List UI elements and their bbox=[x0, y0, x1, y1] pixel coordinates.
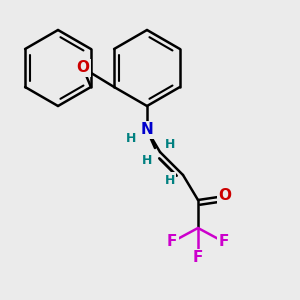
Text: H: H bbox=[165, 173, 175, 187]
Text: F: F bbox=[219, 235, 229, 250]
Text: H: H bbox=[142, 154, 152, 166]
Text: F: F bbox=[193, 250, 203, 266]
Text: N: N bbox=[141, 122, 153, 137]
Text: H: H bbox=[165, 137, 175, 151]
Text: F: F bbox=[167, 235, 177, 250]
Text: O: O bbox=[76, 61, 89, 76]
Text: H: H bbox=[126, 131, 136, 145]
Text: O: O bbox=[218, 188, 232, 203]
